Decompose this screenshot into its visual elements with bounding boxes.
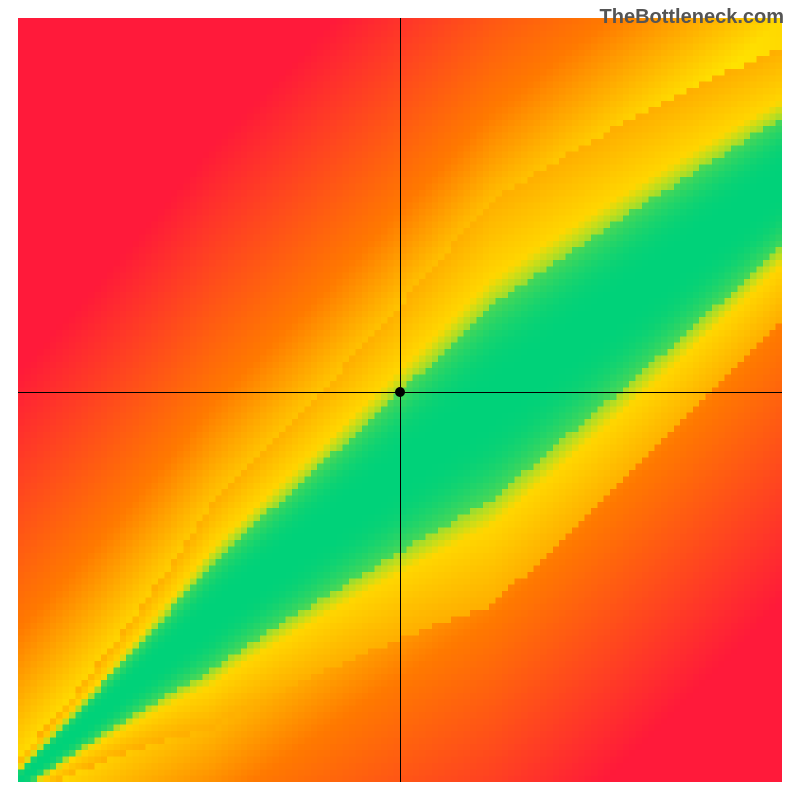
chart-container: TheBottleneck.com [0,0,800,800]
crosshair-vertical [400,18,401,782]
watermark-text: TheBottleneck.com [600,6,784,29]
plot-area [18,18,782,782]
crosshair-marker [395,387,405,397]
